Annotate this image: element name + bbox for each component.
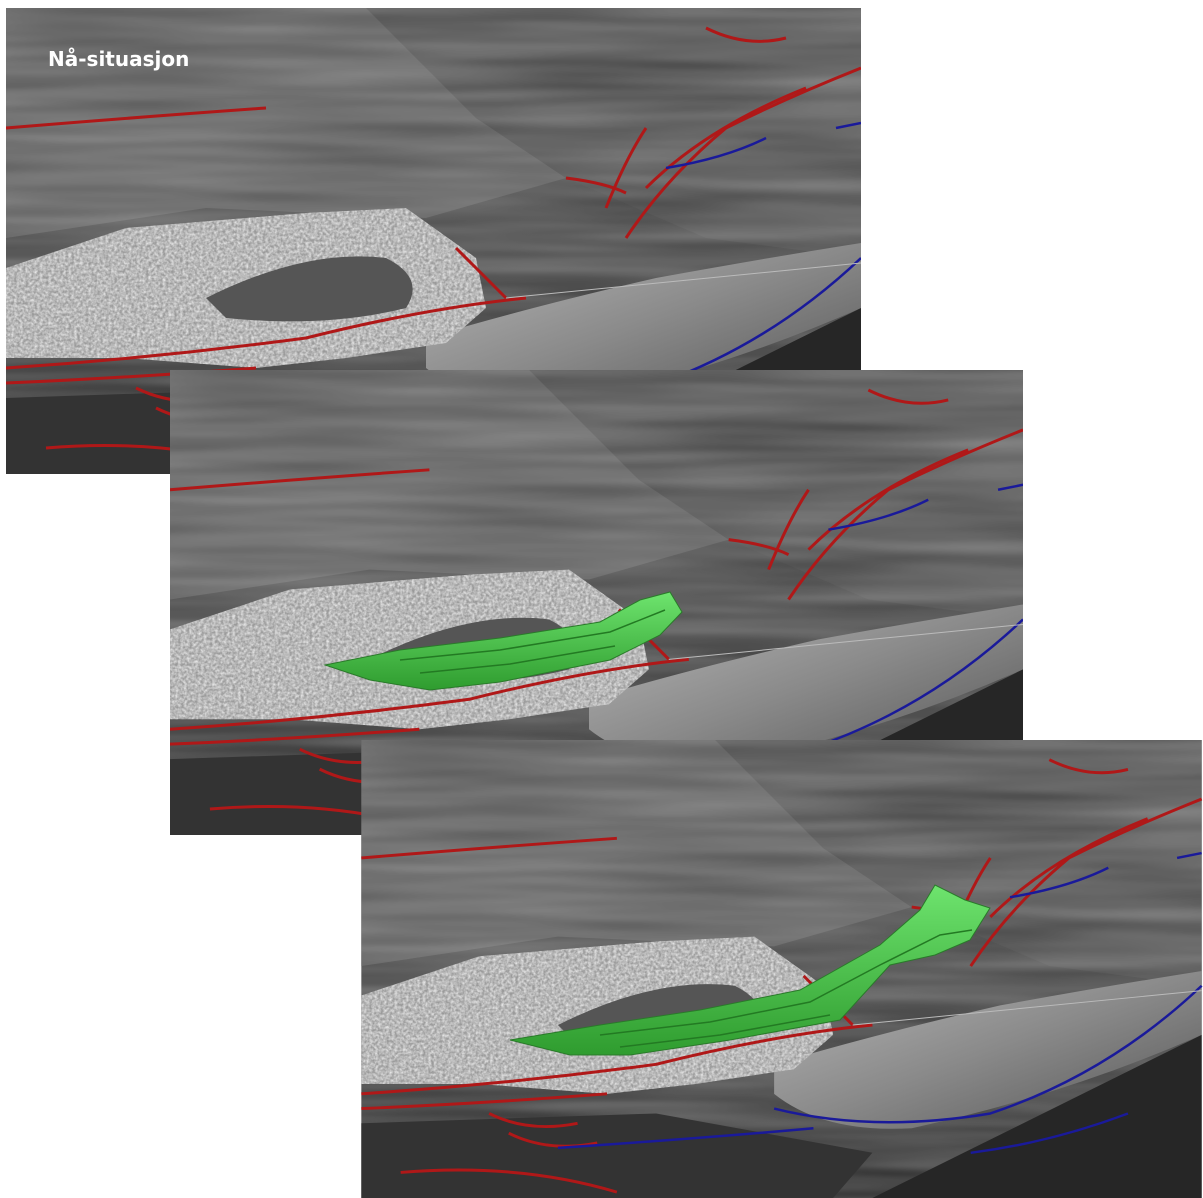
terrain-panel-phase-2 — [360, 740, 1203, 1198]
page: Nå-situasjon (() => { const data = JSON.… — [0, 0, 1203, 1198]
panel-label: Nå-situasjon — [48, 47, 189, 71]
